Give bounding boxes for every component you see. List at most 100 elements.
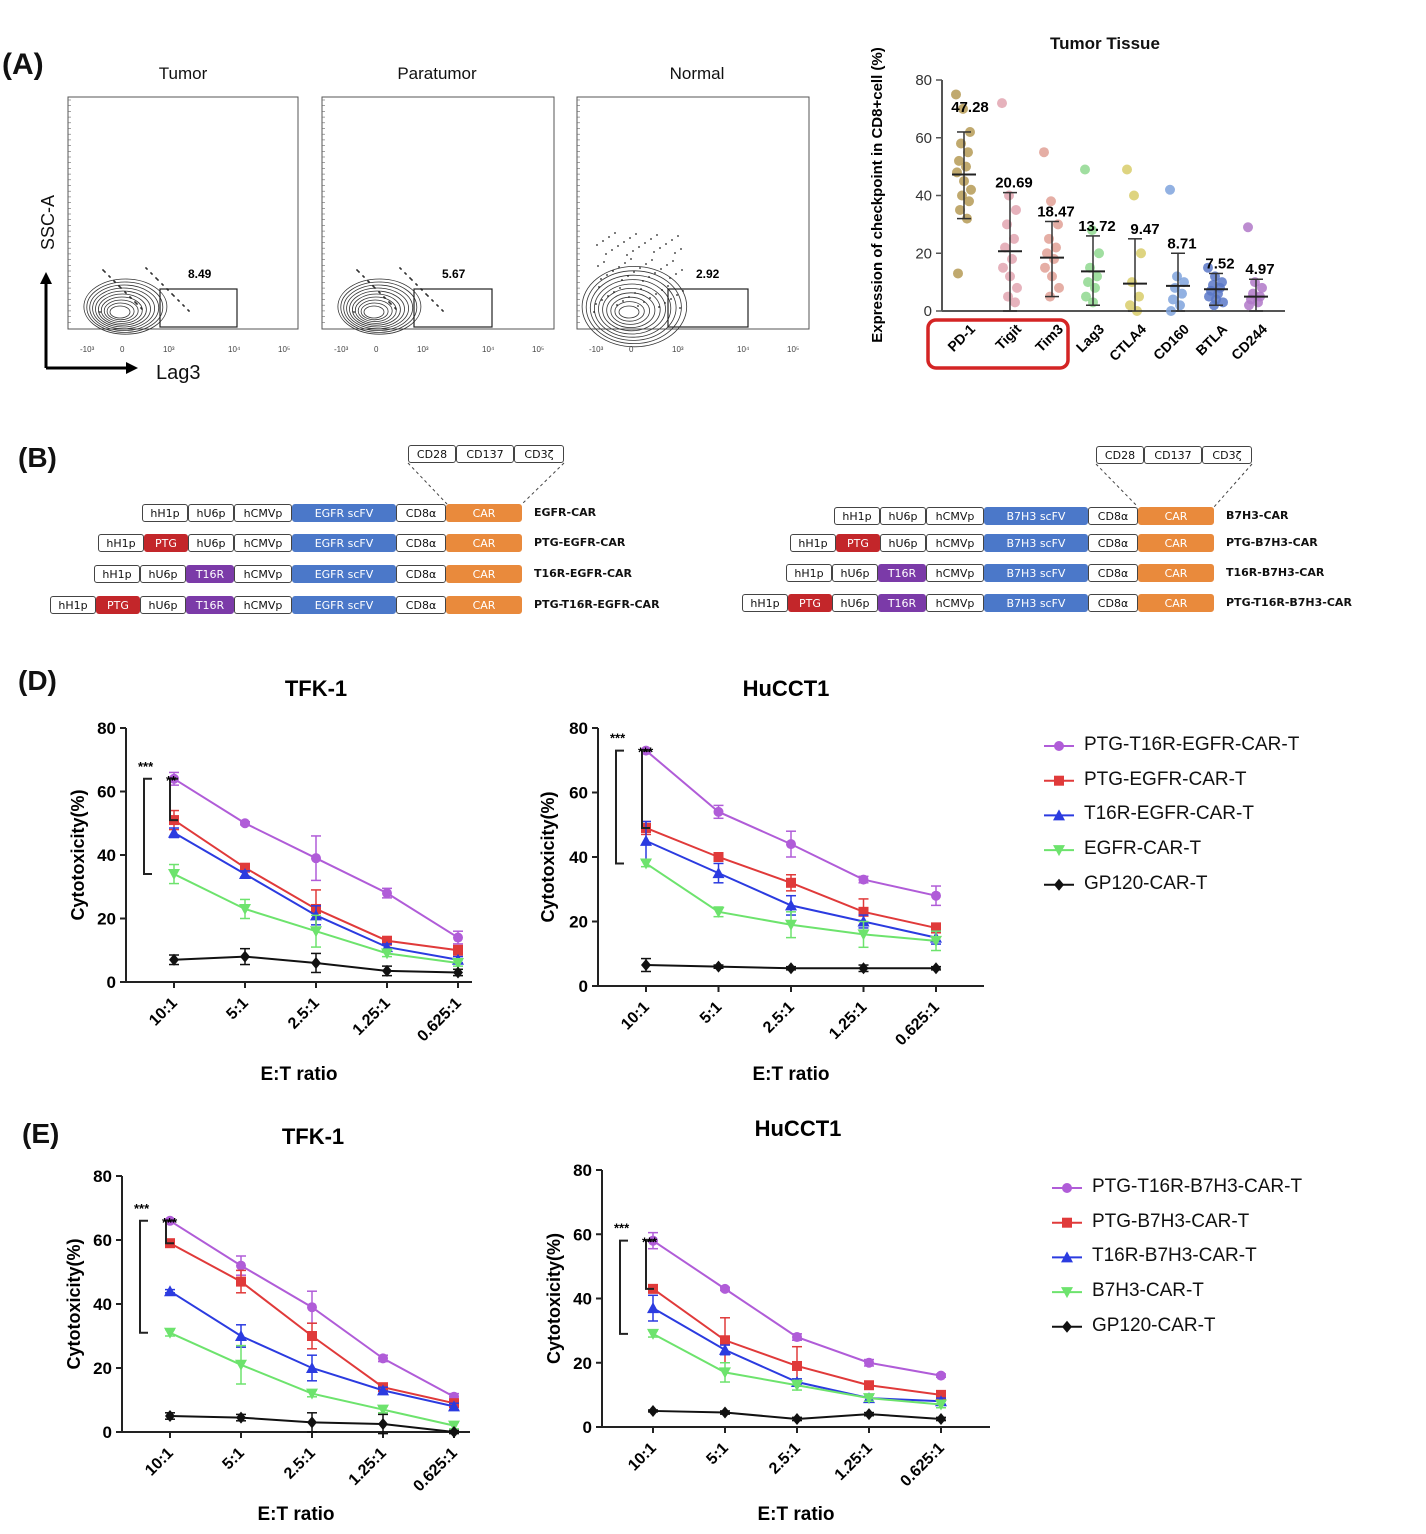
marker-triangle (235, 1330, 247, 1341)
marker-diamond (453, 966, 463, 979)
facs-event-dot (674, 252, 676, 254)
significance-bracket (645, 1239, 654, 1290)
car-domain-box: CD3ζ (1202, 446, 1252, 464)
marker-triangle (168, 826, 180, 838)
marker-diamond (169, 953, 179, 966)
significance-label: *** (134, 1201, 150, 1216)
marker-diamond (236, 1411, 246, 1424)
chart-x-tick-label: 1.25:1 (346, 1445, 390, 1489)
marker-triangle-down (235, 1359, 247, 1371)
panel-label-e: (E) (22, 1118, 60, 1149)
dot-ylabel: Expression of checkpoint in CD8+cell (%) (869, 47, 886, 343)
facs-event-dot (654, 272, 656, 274)
facs-event-dot (665, 243, 667, 245)
chart-x-tick-label: 1.25:1 (350, 995, 394, 1039)
marker-diamond (931, 962, 941, 975)
dot-point (1172, 271, 1182, 282)
dot-point (1253, 297, 1263, 308)
marker-triangle-down (1061, 1287, 1073, 1299)
chart-y-tick-label: 60 (573, 1225, 592, 1244)
marker-diamond (1054, 878, 1064, 891)
facs-contour (109, 305, 131, 319)
dot-point (1244, 300, 1254, 311)
facs-event-dot (632, 250, 634, 252)
significance-label: *** (642, 1235, 658, 1250)
chart-y-tick-label: 60 (93, 1231, 112, 1250)
facs-event-dot (659, 247, 661, 249)
facs-event-dot (161, 283, 163, 285)
facs-event-dot (177, 299, 179, 301)
facs-event-dot (182, 304, 184, 306)
legend-e: PTG-T16R-B7H3-CAR-T PTG-B7H3-CAR-T T16R-B7… (1048, 1174, 1368, 1354)
chart-x-tick-label: 2.5:1 (285, 995, 323, 1033)
facs-event-dot (383, 296, 385, 298)
marker-circle (307, 1302, 317, 1313)
marker-circle (1062, 1183, 1072, 1193)
dot-point (1243, 222, 1253, 233)
marker-triangle-down (712, 906, 725, 918)
facs-event-dot (644, 242, 646, 244)
chart-x-tick-label: 5:1 (697, 999, 725, 1027)
marker-triangle-down (306, 1388, 318, 1400)
dot-point (1081, 291, 1091, 302)
construct-part-t16r: T16R (186, 596, 234, 614)
dotplot-chart: 0 20 40 60 80 Expression of checkpoint in CD8… (869, 47, 1285, 370)
construct-part-hu6p: hU6p (188, 504, 234, 522)
construct-name: PTG-EGFR-CAR (534, 536, 626, 549)
facs-event-dot (677, 235, 679, 237)
facs-event-dot (597, 265, 599, 267)
car-domain-box: CD3ζ (514, 445, 564, 463)
facs-event-dot (415, 283, 417, 285)
dot-mean-label: 7.52 (1205, 255, 1234, 272)
marker-circle (786, 839, 796, 850)
dot-point (1168, 294, 1178, 305)
dot-y-tick-label: 20 (915, 245, 932, 262)
facs-contour (83, 278, 168, 335)
chart-x-tick-label: 0.625:1 (897, 1440, 947, 1490)
callout-line (1095, 463, 1139, 508)
significance-bracket (143, 777, 152, 876)
significance-bracket (169, 777, 178, 822)
construct-part-cd8-: CD8α (396, 534, 446, 552)
legend-label: PTG-EGFR-CAR-T (1084, 768, 1247, 790)
construct-part-cd8-: CD8α (396, 565, 446, 583)
facs-x-tick-label: 0 (629, 345, 634, 354)
construct-part-hu6p: hU6p (880, 534, 926, 552)
facs-contour (598, 283, 666, 335)
marker-triangle (239, 868, 251, 880)
facs-contour (343, 284, 414, 331)
chart-x-tick-label: 10:1 (625, 1440, 660, 1475)
marker-circle (1054, 741, 1064, 751)
construct-part-hcmvp: hCMVp (234, 534, 292, 552)
facs-event-dot (431, 299, 433, 301)
marker-triangle (1061, 1251, 1073, 1263)
facs-event-dot (629, 237, 631, 239)
facs-event-dot (643, 301, 645, 303)
marker-triangle-down (239, 903, 251, 915)
facs-event-dot (650, 238, 652, 240)
marker-square (864, 1380, 874, 1391)
chart-x-tick-label: 1.25:1 (832, 1440, 876, 1484)
facs-event-dot (150, 272, 152, 274)
facs-x-tick-label: -10³ (589, 345, 604, 354)
marker-square (786, 877, 796, 888)
facs-contour (349, 290, 405, 328)
facs-event-dot (378, 291, 380, 293)
facs-event-dot (102, 269, 104, 271)
facs-event-dot (600, 278, 602, 280)
marker-circle (453, 932, 463, 943)
chart-title: TFK-1 (282, 1124, 344, 1149)
significance-bracket (615, 749, 624, 865)
facs-x-arrowhead (126, 362, 138, 374)
dot-mean-label: 20.69 (995, 175, 1033, 192)
construct-part-hu6p: hU6p (832, 564, 878, 582)
facs-event-dot (399, 267, 401, 269)
construct-part-b7h3-scfv: B7H3 scFV (984, 534, 1088, 552)
marker-diamond (786, 962, 796, 975)
facs-event-dot (618, 266, 620, 268)
construct-part-hh1p: hH1p (790, 534, 836, 552)
dot-mean-label: 9.47 (1130, 221, 1159, 238)
dot-point (1039, 147, 1049, 158)
construct-part-t16r: T16R (878, 564, 926, 582)
marker-diamond (641, 959, 651, 972)
